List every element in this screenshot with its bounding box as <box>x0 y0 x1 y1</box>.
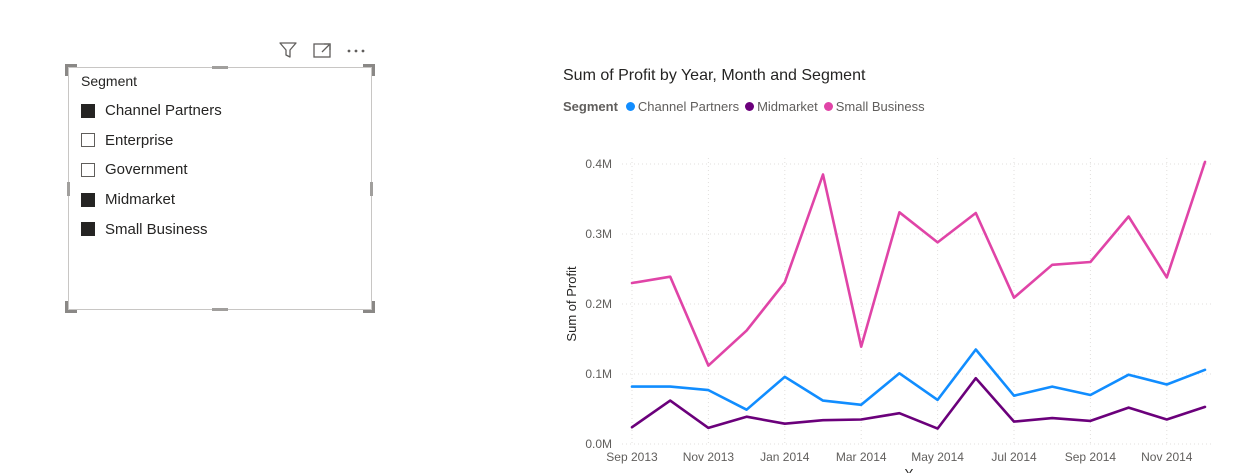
series-line-channel-partners[interactable] <box>630 348 1207 412</box>
legend-label: Midmarket <box>757 99 818 114</box>
y-tick-label: 0.1M <box>585 367 612 381</box>
gridlines <box>622 158 1213 445</box>
slicer-item-label: Enterprise <box>105 131 174 149</box>
resize-handle-bottom-left[interactable] <box>65 301 77 313</box>
x-tick-label: Nov 2013 <box>683 450 735 464</box>
slicer-checkbox[interactable] <box>81 133 95 148</box>
slicer-item-small-business[interactable]: Small Business <box>81 214 361 244</box>
legend-entry-small-business[interactable]: Small Business <box>823 99 925 114</box>
legend-label: Channel Partners <box>637 99 740 114</box>
axes: 0.0M 0.1M 0.2M 0.3M 0.4M Sep 2013 Nov 2013 Jan … <box>564 157 1193 473</box>
slicer-list: Channel Partners Enterprise Government M… <box>81 96 361 244</box>
slicer-checkbox[interactable] <box>81 222 95 237</box>
slicer-checkbox[interactable] <box>81 103 95 118</box>
slicer-item-enterprise[interactable]: Enterprise <box>81 126 361 156</box>
slicer-item-government[interactable]: Government <box>81 155 361 185</box>
y-tick-label: 0.0M <box>585 437 612 451</box>
x-tick-label: Jul 2014 <box>991 450 1037 464</box>
y-tick-label: 0.2M <box>585 297 612 311</box>
slicer-item-channel-partners[interactable]: Channel Partners <box>81 96 361 126</box>
series-line-small-business[interactable] <box>630 160 1207 367</box>
resize-handle-bottom-right[interactable] <box>363 301 375 313</box>
y-axis-title: Sum of Profit <box>564 266 579 342</box>
slicer-title: Segment <box>81 73 138 89</box>
segment-slicer[interactable]: Segment Channel Partners Enterprise Gove… <box>65 64 375 313</box>
x-tick-label: May 2014 <box>911 450 964 464</box>
chart-title: Sum of Profit by Year, Month and Segment <box>563 67 866 84</box>
x-tick-label: Sep 2013 <box>606 450 658 464</box>
slicer-item-label: Midmarket <box>105 191 176 209</box>
legend-marker <box>745 102 755 111</box>
more-options-icon[interactable] <box>344 38 368 62</box>
series-line-midmarket[interactable] <box>630 376 1207 430</box>
resize-handle-left[interactable] <box>67 182 70 196</box>
legend-marker <box>823 102 833 111</box>
resize-handle-top-right[interactable] <box>363 64 375 76</box>
chart-legend: Segment Channel Partners Midmarket Small… <box>563 99 931 114</box>
x-tick-label: Nov 2014 <box>1141 450 1193 464</box>
slicer-item-label: Government <box>105 161 188 179</box>
slicer-item-label: Channel Partners <box>105 102 222 120</box>
x-tick-label: Sep 2014 <box>1065 450 1117 464</box>
resize-handle-top-left[interactable] <box>65 64 77 76</box>
y-tick-label: 0.3M <box>585 227 612 241</box>
x-tick-label: Jan 2014 <box>760 450 810 464</box>
visual-header <box>272 38 372 64</box>
legend-entry-midmarket[interactable]: Midmarket <box>745 99 818 114</box>
slicer-item-midmarket[interactable]: Midmarket <box>81 185 361 215</box>
resize-handle-top[interactable] <box>212 66 228 69</box>
legend-entry-channel-partners[interactable]: Channel Partners <box>625 99 740 114</box>
legend-title: Segment <box>563 99 618 114</box>
resize-handle-right[interactable] <box>370 182 373 196</box>
slicer-checkbox[interactable] <box>81 162 95 177</box>
focus-mode-icon[interactable] <box>310 38 334 62</box>
x-tick-label: Mar 2014 <box>836 450 887 464</box>
series-lines[interactable] <box>630 160 1207 430</box>
filter-icon[interactable] <box>276 38 300 62</box>
y-tick-label: 0.4M <box>585 157 612 171</box>
slicer-item-label: Small Business <box>105 220 208 238</box>
legend-label: Small Business <box>835 99 925 114</box>
x-axis-title: Y <box>905 466 914 473</box>
resize-handle-bottom[interactable] <box>212 308 228 311</box>
legend-marker <box>625 102 635 111</box>
slicer-checkbox[interactable] <box>81 192 95 207</box>
